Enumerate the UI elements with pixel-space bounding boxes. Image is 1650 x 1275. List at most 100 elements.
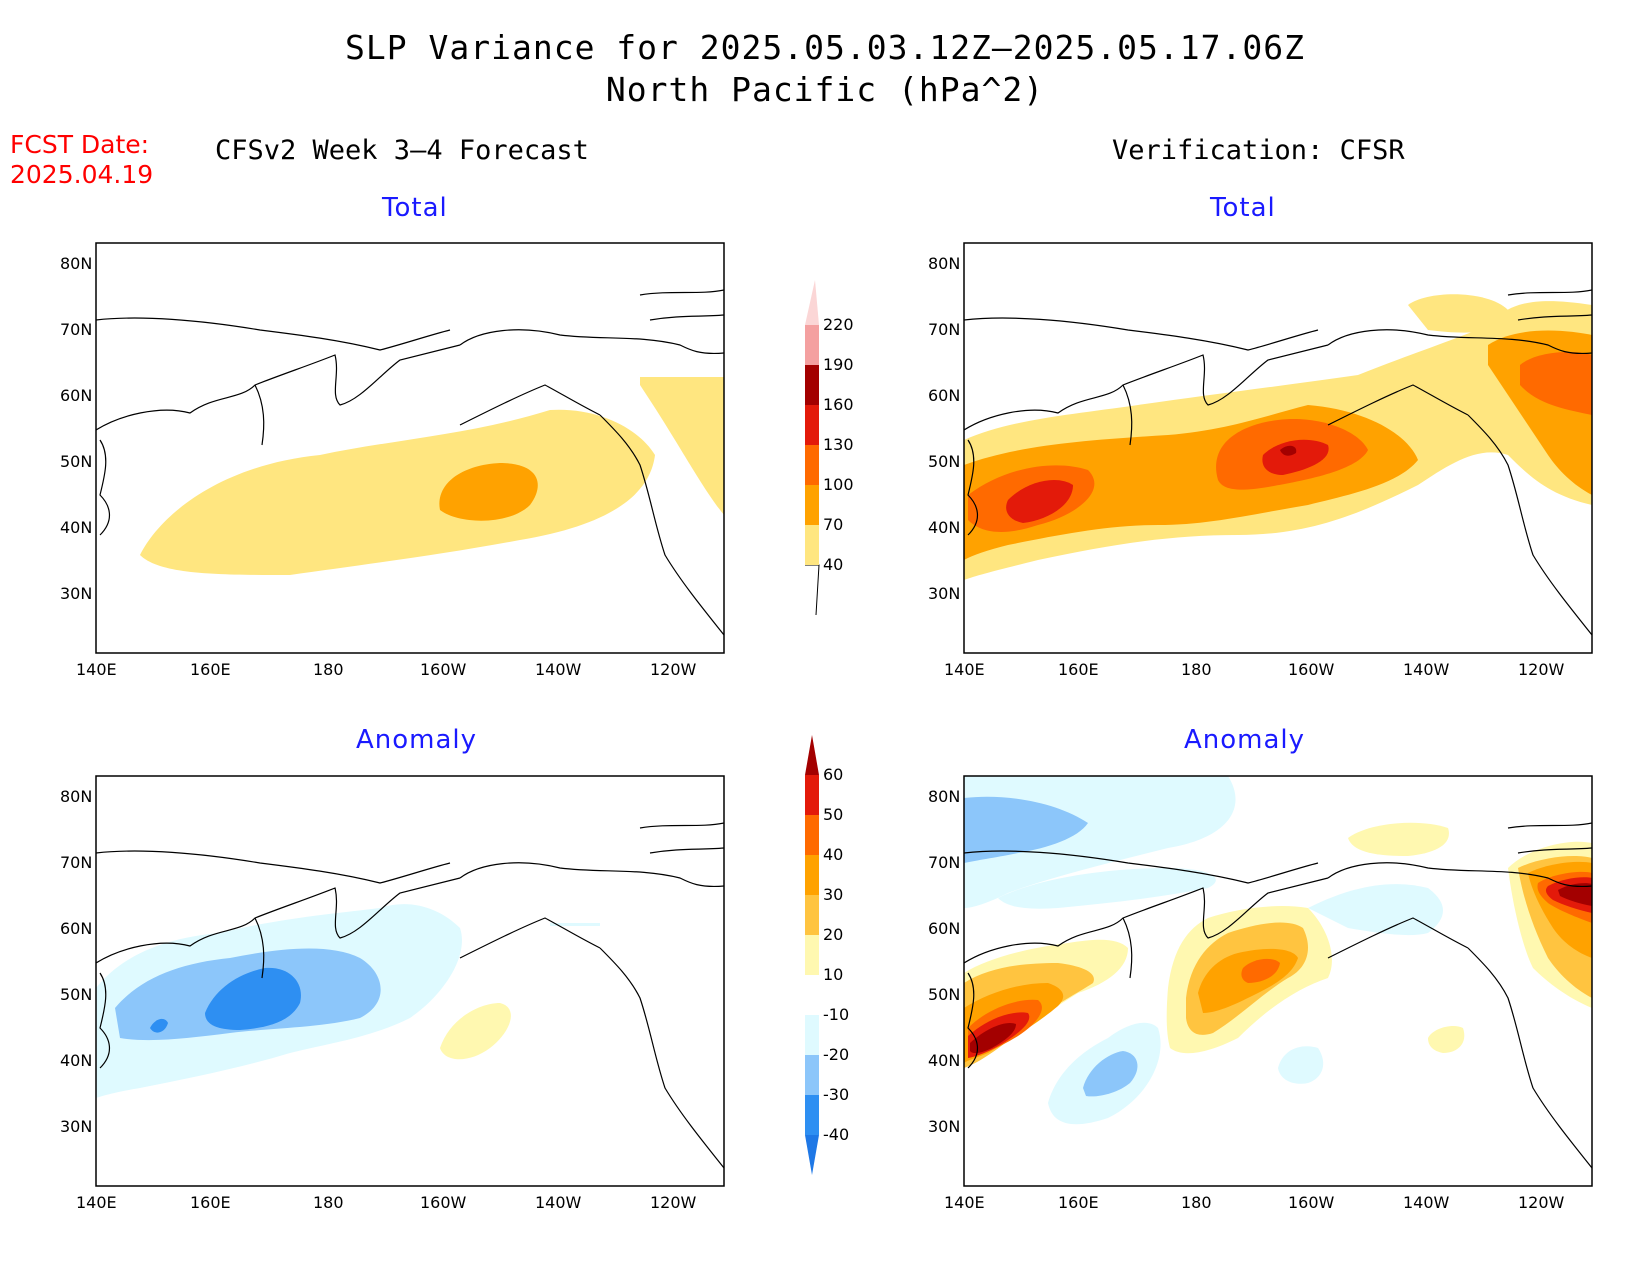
total-colorbar-swatch: [805, 525, 819, 565]
lon-label-140e: 140E: [944, 1193, 985, 1212]
lat-label-70n: 70N: [928, 853, 960, 872]
anomaly-colorbar-swatch: [805, 895, 819, 935]
forecast-anomaly-title: Anomaly: [356, 725, 478, 755]
na-west-coast: [1467, 947, 1592, 1169]
lon-label-140w: 140W: [1403, 1193, 1450, 1212]
japan: [99, 972, 110, 1069]
lon-label-180: 180: [1181, 1193, 1212, 1212]
total-colorbar-swatch: [805, 405, 819, 445]
asia-coast: [96, 344, 461, 431]
shade-neg20-neg30: [964, 796, 1088, 863]
lat-label-80n: 80N: [928, 787, 960, 806]
na-west-coast: [599, 414, 724, 636]
shade-neg10-neg20-mid: [998, 868, 1216, 909]
anomaly-colorbar: -40 -30 -20 -10 10 20 30 40 50 60: [805, 735, 849, 1175]
lon-axis: 140E 160E 180 160W 140W 120W: [944, 660, 1565, 679]
lon-label-160w: 160W: [1288, 1193, 1335, 1212]
shade-130-160: [1006, 480, 1073, 523]
lat-label-70n: 70N: [928, 320, 960, 339]
total-colorbar-label: 70: [823, 515, 843, 534]
verification-anomaly-map: 80N 70N 60N 50N 40N 30N 140E 160E 180 16…: [928, 775, 1593, 1212]
lon-label-160w: 160W: [1288, 660, 1335, 679]
total-colorbar-label: 190: [823, 355, 854, 374]
forecast-anomaly-map: 80N 70N 60N 50N 40N 30N 140E 160E 180 16…: [60, 775, 725, 1212]
asia-north-coast: [96, 850, 451, 884]
lon-label-140e: 140E: [76, 660, 117, 679]
arctic-islands: [639, 822, 724, 854]
arctic-islands: [1507, 822, 1592, 854]
verification-total-title: Total: [1210, 193, 1276, 223]
anomaly-colorbar-swatch: [805, 855, 819, 895]
kamchatka: [1122, 384, 1133, 446]
fcst-date-value: 2025.04.19: [10, 160, 154, 189]
lon-label-160e: 160E: [1058, 660, 1099, 679]
asia-north-coast: [964, 317, 1319, 351]
forecast-total-title: Total: [382, 193, 448, 223]
shade-neg10-neg20-east: [550, 923, 600, 926]
lat-label-50n: 50N: [928, 452, 960, 471]
lon-label-180: 180: [1181, 660, 1212, 679]
lat-label-50n: 50N: [60, 452, 92, 471]
total-colorbar-swatch: [805, 445, 819, 485]
total-colorbar-swatch: [805, 485, 819, 525]
shade-pos60-e: [1558, 883, 1592, 906]
shade-pos40-pos50-c: [1241, 958, 1280, 983]
shade-130-160-mid: [1262, 439, 1329, 475]
lat-label-70n: 70N: [60, 853, 92, 872]
total-colorbar-label: 160: [823, 395, 854, 414]
shade-pos10-pos20-lowE: [1428, 1026, 1465, 1053]
lon-label-160e: 160E: [1058, 1193, 1099, 1212]
verification-total-map: 80N 70N 60N 50N 40N 30N 140E 160E 180 16…: [928, 242, 1593, 679]
total-colorbar-high-tip: [805, 280, 819, 325]
lat-label-80n: 80N: [60, 254, 92, 273]
lon-axis: 140E 160E 180 160W 140W 120W: [76, 1193, 697, 1212]
lat-label-70n: 70N: [60, 320, 92, 339]
lon-label-180: 180: [313, 660, 344, 679]
shade-pos60-sw: [970, 1022, 1016, 1054]
shade-pos10-pos20: [440, 1003, 511, 1060]
total-colorbar-label: 40: [823, 555, 843, 574]
lat-axis: 80N 70N 60N 50N 40N 30N: [928, 787, 960, 1136]
shade-100-130-ne: [1520, 352, 1592, 415]
main-subtitle: North Pacific (hPa^2): [605, 70, 1045, 109]
anomaly-colorbar-swatch: [805, 975, 819, 1015]
map-frame: [95, 242, 725, 654]
lon-label-120w: 120W: [650, 660, 697, 679]
lat-label-60n: 60N: [928, 919, 960, 938]
lat-label-60n: 60N: [60, 386, 92, 405]
lat-label-40n: 40N: [928, 518, 960, 537]
anomaly-colorbar-label: -10: [823, 1005, 849, 1024]
total-colorbar-label: 100: [823, 475, 854, 494]
lat-label-80n: 80N: [928, 254, 960, 273]
arctic-islands: [1507, 289, 1592, 321]
lon-label-120w: 120W: [1518, 1193, 1565, 1212]
total-colorbar: 40 70 100 130 160 190 220: [805, 280, 854, 616]
total-colorbar-low-tip: [805, 564, 820, 616]
lon-axis: 140E 160E 180 160W 140W 120W: [76, 660, 697, 679]
anomaly-colorbar-swatch: [805, 1055, 819, 1095]
anomaly-colorbar-label: -20: [823, 1045, 849, 1064]
lat-label-50n: 50N: [928, 985, 960, 1004]
lon-label-180: 180: [313, 1193, 344, 1212]
total-colorbar-label: 220: [823, 315, 854, 334]
anomaly-colorbar-low-tip: [805, 1135, 819, 1175]
anomaly-colorbar-label: 30: [823, 885, 843, 904]
anomaly-colorbar-label: -30: [823, 1085, 849, 1104]
asia-coast: [964, 344, 1329, 431]
anomaly-colorbar-swatch: [805, 815, 819, 855]
alaska-coast: [1327, 862, 1592, 888]
aleutians: [459, 384, 601, 426]
alaska-coast: [459, 862, 724, 888]
na-west-coast: [599, 947, 724, 1169]
shade-40-70-east: [640, 377, 724, 515]
kamchatka: [254, 384, 265, 446]
map-frame: [95, 775, 725, 1187]
lat-label-30n: 30N: [60, 584, 92, 603]
shade-pos10-pos20-ne: [1348, 822, 1449, 856]
lat-label-40n: 40N: [60, 518, 92, 537]
shade-neg10-neg20-band: [1308, 884, 1443, 936]
shade-neg10-neg20-low: [1278, 1046, 1324, 1084]
lat-label-80n: 80N: [60, 787, 92, 806]
aleutians: [1327, 384, 1469, 426]
anomaly-colorbar-label: -40: [823, 1125, 849, 1144]
